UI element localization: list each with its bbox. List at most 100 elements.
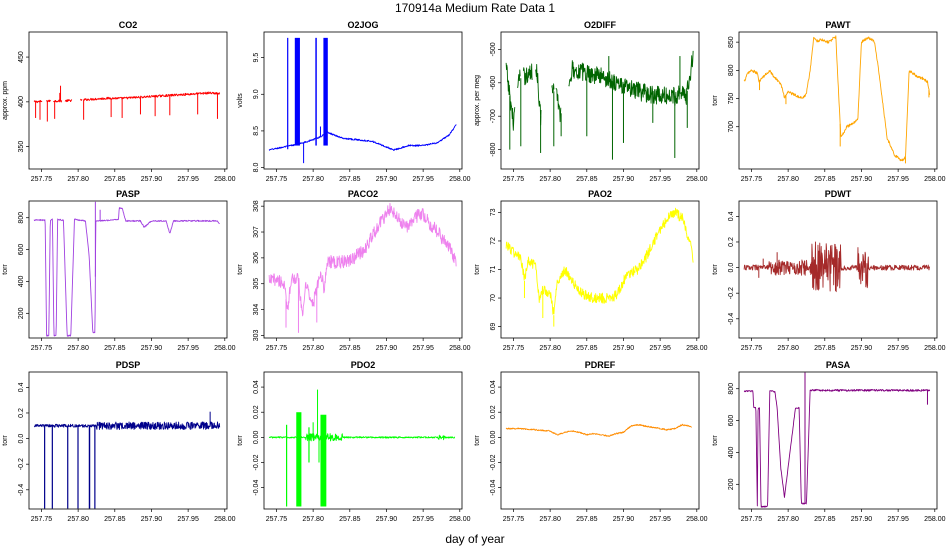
x-tick-label: 257.80 bbox=[302, 516, 324, 523]
x-tick-label: 257.85 bbox=[576, 176, 598, 183]
panel-title-pasp: PASP bbox=[116, 189, 140, 199]
y-tick-label: 350 bbox=[18, 141, 25, 153]
series-group-o2diff bbox=[505, 50, 694, 160]
x-tick-label: 257.75 bbox=[503, 176, 525, 183]
y-tick-label: 0.04 bbox=[253, 380, 260, 394]
plot-frame-pasa bbox=[738, 371, 938, 510]
x-tick-label: 257.85 bbox=[339, 516, 361, 523]
data-band-pdo2 bbox=[320, 414, 327, 507]
x-tick-label: 258.00 bbox=[686, 516, 708, 523]
x-tick-label: 257.75 bbox=[503, 345, 525, 352]
plot-frame-paco2 bbox=[263, 200, 463, 339]
figure-title: 170914a Medium Rate Data 1 bbox=[395, 1, 555, 15]
y-tick-label: 305 bbox=[253, 278, 260, 290]
x-tick-label: 257.75 bbox=[741, 516, 763, 523]
x-tick-label: 257.90 bbox=[851, 516, 873, 523]
data-band-pdo2 bbox=[286, 424, 288, 507]
data-band-pdo2 bbox=[308, 427, 310, 463]
x-tick-label: 258.00 bbox=[924, 516, 946, 523]
series-group-paco2 bbox=[268, 202, 457, 333]
data-band-pdsp bbox=[77, 425, 79, 509]
x-tick-label: 257.90 bbox=[376, 516, 398, 523]
y-axis-label-pdsp: torr bbox=[2, 435, 9, 446]
plot-frame-pdo2 bbox=[263, 371, 463, 510]
y-tick-label: 307 bbox=[253, 226, 260, 238]
y-axis-label-o2jog: volts bbox=[237, 93, 244, 108]
panel-paco2: PACO2 torr 257.75 257.80 257.85 257.90 257.95 2… bbox=[237, 189, 471, 352]
panel-pdsp: PDSP torr 257.75 257.80 257.85 257.90 257.95 25… bbox=[2, 360, 236, 523]
y-tick-label: 450 bbox=[18, 51, 25, 63]
x-tick-label: 257.80 bbox=[67, 516, 89, 523]
x-tick-label: 257.90 bbox=[141, 516, 163, 523]
y-tick-label: 0.4 bbox=[18, 382, 25, 392]
y-tick-label: -0.2 bbox=[18, 458, 25, 470]
series-line-pdsp bbox=[33, 421, 221, 431]
x-tick-label: 257.85 bbox=[814, 176, 836, 183]
series-group-pasa bbox=[743, 372, 931, 508]
y-tick-label: 8.0 bbox=[253, 163, 260, 173]
x-tick-label: 257.80 bbox=[777, 176, 799, 183]
y-tick-label: 69 bbox=[490, 323, 497, 331]
x-tick-label: 257.75 bbox=[31, 516, 53, 523]
plot-frame-pdwt bbox=[738, 200, 938, 339]
y-tick-label: -0.4 bbox=[728, 313, 735, 325]
x-tick-label: 257.85 bbox=[339, 345, 361, 352]
y-tick-label: 400 bbox=[18, 276, 25, 288]
x-tick-label: 257.85 bbox=[814, 516, 836, 523]
panel-pasp: PASP torr 257.75 257.80 257.85 257.90 257.95 25… bbox=[2, 189, 236, 352]
x-tick-label: 257.95 bbox=[177, 345, 199, 352]
y-tick-label: 700 bbox=[728, 121, 735, 133]
x-tick-label: 257.95 bbox=[649, 176, 671, 183]
x-tick-label: 257.90 bbox=[141, 345, 163, 352]
y-tick-label: -0.02 bbox=[253, 454, 260, 470]
y-axis-label-o2diff: approx. per meg bbox=[474, 75, 481, 126]
x-tick-label: 257.85 bbox=[814, 345, 836, 352]
x-tick-label: 257.90 bbox=[613, 345, 635, 352]
x-tick-label: 257.95 bbox=[412, 176, 434, 183]
series-line-co2 bbox=[33, 91, 221, 104]
data-band-o2jog bbox=[315, 37, 317, 146]
panel-title-pdwt: PDWT bbox=[825, 189, 852, 199]
data-band-pdsp bbox=[88, 425, 91, 509]
data-band-pdsp bbox=[51, 425, 53, 509]
series-group-pawt bbox=[743, 35, 931, 164]
x-tick-label: 257.80 bbox=[67, 345, 89, 352]
y-tick-label: 0.04 bbox=[490, 380, 497, 394]
y-tick-label: 306 bbox=[253, 252, 260, 264]
y-tick-label: 400 bbox=[18, 96, 25, 108]
data-band-o2jog bbox=[294, 37, 300, 146]
x-tick-label: 257.95 bbox=[887, 345, 909, 352]
series-group-o2jog bbox=[268, 37, 457, 164]
y-axis-label-pdwt: torr bbox=[712, 264, 719, 275]
series-line-pasa bbox=[743, 388, 931, 508]
y-axis-label-pdo2: torr bbox=[237, 435, 244, 446]
x-tick-label: 258.00 bbox=[449, 176, 471, 183]
x-tick-label: 257.75 bbox=[266, 516, 288, 523]
panel-pdo2: PDO2 torr 257.75 257.80 257.85 257.90 257.95 25… bbox=[237, 360, 471, 523]
panel-pawt: PAWT torr 257.75 257.80 257.85 257.90 257.95 25… bbox=[712, 20, 946, 183]
x-tick-label: 257.75 bbox=[31, 345, 53, 352]
series-line-pdref bbox=[505, 423, 692, 437]
y-tick-label: 71 bbox=[490, 266, 497, 274]
y-tick-label: -0.04 bbox=[253, 480, 260, 496]
plot-frame-pasp bbox=[28, 200, 228, 339]
y-tick-label: -700 bbox=[490, 109, 497, 123]
series-line-o2jog bbox=[268, 124, 457, 151]
x-tick-label: 258.00 bbox=[449, 516, 471, 523]
series-group-co2 bbox=[33, 85, 221, 122]
x-tick-label: 257.95 bbox=[412, 516, 434, 523]
series-group-pdsp bbox=[33, 411, 221, 509]
x-tick-label: 257.75 bbox=[31, 176, 53, 183]
x-tick-label: 257.95 bbox=[649, 345, 671, 352]
x-tick-label: 257.95 bbox=[177, 176, 199, 183]
x-tick-label: 257.80 bbox=[539, 176, 561, 183]
series-group-pdref bbox=[505, 423, 692, 437]
panel-o2jog: O2JOG volts 257.75 257.80 257.85 257.90 257.95… bbox=[237, 20, 471, 183]
x-tick-label: 257.75 bbox=[503, 516, 525, 523]
x-tick-label: 257.75 bbox=[741, 176, 763, 183]
y-tick-label: -0.02 bbox=[490, 454, 497, 470]
data-band-pdsp bbox=[94, 425, 96, 509]
y-tick-label: 9.5 bbox=[253, 53, 260, 63]
data-band-pdo2 bbox=[296, 412, 302, 507]
